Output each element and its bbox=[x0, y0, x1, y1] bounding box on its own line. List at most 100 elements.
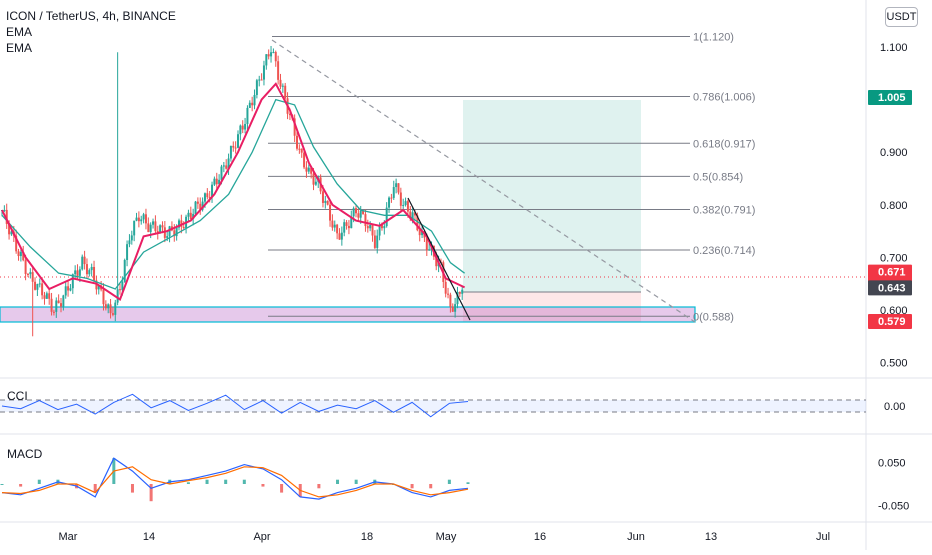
candle-body bbox=[251, 102, 254, 106]
candle-body bbox=[173, 230, 176, 237]
candle-body bbox=[111, 313, 114, 315]
candle-body bbox=[95, 280, 98, 290]
position-profit-zone[interactable] bbox=[463, 100, 641, 292]
candle-body bbox=[142, 214, 145, 220]
candle-body bbox=[220, 166, 223, 180]
candle-body bbox=[293, 118, 296, 136]
candle-body bbox=[41, 283, 44, 296]
fib-retracement[interactable]: 1(1.120) 0.786(1.006) 0.618(0.917) 0.5(0.85… bbox=[268, 31, 755, 323]
candle-body bbox=[456, 291, 459, 305]
candle-body bbox=[307, 167, 310, 172]
candle-body bbox=[161, 225, 164, 228]
time-axis-ticks: Mar 14 Apr 18 May 16 Jun 13 Jul bbox=[59, 531, 831, 543]
candle-body bbox=[123, 259, 126, 282]
candle-body bbox=[355, 208, 357, 214]
candle-body bbox=[414, 212, 416, 216]
candle-body bbox=[265, 54, 268, 66]
candle-body bbox=[321, 191, 324, 203]
candle-body bbox=[418, 230, 421, 236]
fib-level-label: 0.236(0.714) bbox=[693, 245, 755, 257]
time-tick-label: 14 bbox=[143, 531, 155, 543]
candle-body bbox=[267, 54, 270, 57]
candle-body bbox=[213, 178, 216, 185]
candle-body bbox=[461, 289, 464, 294]
indicator-ema-1[interactable]: EMA bbox=[6, 25, 33, 39]
candle-body bbox=[232, 145, 235, 148]
candle-body bbox=[196, 201, 199, 204]
candle-body bbox=[277, 61, 280, 80]
candle-body bbox=[26, 273, 29, 275]
macd-label[interactable]: MACD bbox=[7, 447, 43, 461]
wedge-upper-line[interactable] bbox=[407, 197, 471, 321]
candle-body bbox=[15, 235, 18, 252]
macd-histogram-bar bbox=[410, 484, 414, 489]
support-zone[interactable] bbox=[0, 306, 696, 323]
candle-body bbox=[71, 274, 74, 289]
candle-body bbox=[343, 222, 346, 233]
candle-body bbox=[444, 281, 447, 294]
candle-body bbox=[314, 181, 317, 185]
candle-body bbox=[326, 200, 329, 205]
fib-level-label: 1(1.120) bbox=[693, 31, 734, 43]
candle-body bbox=[234, 147, 237, 149]
candle-body bbox=[85, 264, 88, 275]
candle-body bbox=[260, 79, 263, 81]
candle-body bbox=[359, 210, 362, 218]
macd-signal-line bbox=[1, 466, 469, 498]
candle-body bbox=[97, 285, 100, 290]
macd-histogram-bar bbox=[354, 479, 358, 484]
candle-body bbox=[366, 226, 369, 229]
macd-histogram-bar bbox=[19, 484, 23, 487]
macd-histogram-bar bbox=[186, 482, 190, 484]
candle-body bbox=[175, 227, 178, 237]
candle-body bbox=[104, 304, 107, 309]
candle-body bbox=[333, 224, 336, 228]
candle-body bbox=[392, 187, 395, 198]
price-tag-box bbox=[868, 280, 912, 296]
currency-button[interactable]: USDT bbox=[885, 7, 918, 27]
candle-body bbox=[409, 211, 412, 219]
candle-body bbox=[331, 220, 334, 228]
price-tag-box bbox=[868, 314, 912, 330]
candle-body bbox=[380, 224, 383, 229]
candle-body bbox=[395, 183, 398, 188]
time-tick-label: Jul bbox=[816, 531, 830, 543]
candle-body bbox=[241, 125, 244, 130]
candle-body bbox=[62, 295, 65, 307]
candle-body bbox=[81, 256, 84, 270]
macd-histogram-bar bbox=[130, 484, 134, 493]
candle-body bbox=[102, 289, 105, 305]
candle-body bbox=[399, 192, 402, 206]
fib-level-label: 0(0.588) bbox=[693, 311, 734, 323]
candle-body bbox=[352, 208, 355, 217]
candle-body bbox=[449, 294, 452, 307]
candle-body bbox=[385, 207, 388, 227]
candle-body bbox=[74, 270, 77, 275]
time-tick-label: 13 bbox=[705, 531, 717, 543]
candle-body bbox=[447, 293, 450, 295]
candle-body bbox=[10, 231, 13, 235]
candle-body bbox=[8, 223, 11, 235]
trend-line-dashed[interactable] bbox=[271, 39, 696, 323]
candle-body bbox=[258, 79, 261, 81]
candle-body bbox=[93, 266, 96, 281]
indicator-ema-2[interactable]: EMA bbox=[6, 41, 33, 55]
cci-label[interactable]: CCI bbox=[7, 389, 28, 403]
candle-body bbox=[50, 298, 53, 312]
candle-body bbox=[201, 201, 204, 210]
candle-body bbox=[435, 256, 438, 267]
time-tick-label: Jun bbox=[627, 531, 645, 543]
candle-body bbox=[187, 212, 190, 217]
macd-histogram-bar bbox=[205, 479, 209, 484]
symbol-title[interactable]: ICON / TetherUS, 4h, BINANCE bbox=[6, 9, 176, 23]
macd-histogram-bar bbox=[149, 484, 153, 502]
candle-body bbox=[388, 197, 391, 208]
candles[interactable] bbox=[1, 45, 464, 337]
candle-body bbox=[298, 148, 301, 150]
candle-body bbox=[347, 225, 350, 229]
candle-body bbox=[239, 125, 242, 135]
candle-body bbox=[248, 102, 251, 108]
candle-body bbox=[57, 300, 60, 304]
